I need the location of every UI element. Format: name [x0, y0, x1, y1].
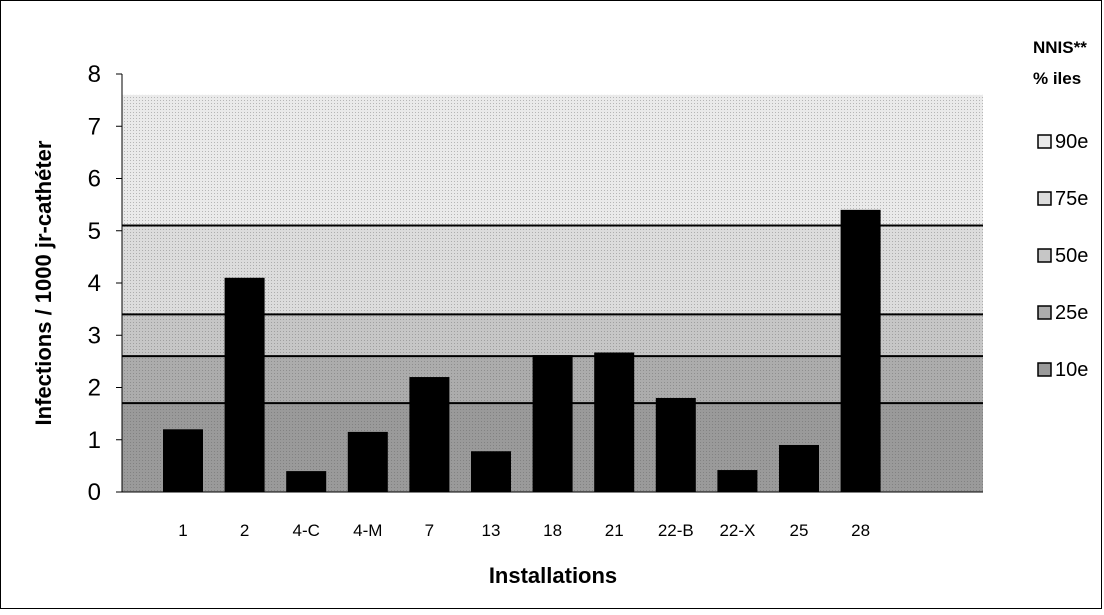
- legend-title-line1: NNIS**: [1033, 38, 1087, 57]
- band-texture-75e: [122, 225, 983, 315]
- legend: NNIS** % iles 90e 75e 50e 25e 10e: [1033, 38, 1088, 381]
- x-tick-label: 18: [543, 521, 562, 540]
- x-tick-label: 7: [425, 521, 434, 540]
- bar-18: [532, 355, 573, 492]
- legend-label-90e: 90e: [1055, 131, 1088, 153]
- legend-title-line2: % iles: [1033, 69, 1081, 88]
- bar-28: [840, 209, 881, 492]
- percentile-bands: [122, 94, 983, 492]
- legend-swatch-25e: [1037, 305, 1052, 320]
- y-tick-labels: 0 1 2 3 4 5 6 7 8: [88, 61, 101, 506]
- band-texture-50e: [122, 314, 983, 357]
- x-tick-label: 13: [482, 521, 501, 540]
- y-tick-label: 4: [88, 270, 101, 297]
- bar-4-M: [347, 431, 388, 492]
- legend-swatch-10e: [1037, 362, 1052, 377]
- bar-13: [471, 451, 511, 492]
- bar-2: [224, 277, 265, 492]
- legend-swatch-90e: [1037, 134, 1052, 149]
- x-axis-title: Installations: [489, 563, 617, 588]
- x-tick-label: 25: [790, 521, 809, 540]
- legend-label-75e: 75e: [1055, 188, 1088, 210]
- x-tick-label: 2: [240, 521, 249, 540]
- bars: [163, 209, 881, 492]
- legend-swatch-50e: [1037, 248, 1052, 263]
- bar-1: [163, 429, 203, 492]
- y-tick-label: 5: [88, 218, 101, 245]
- x-tick-label: 1: [178, 521, 187, 540]
- y-tick-label: 7: [88, 113, 101, 140]
- band-texture-90e: [122, 94, 983, 226]
- bar-4-C: [286, 471, 327, 492]
- bar-22-B: [655, 397, 696, 492]
- axes: [116, 73, 983, 493]
- legend-label-50e: 50e: [1055, 245, 1088, 267]
- x-tick-label: 4-C: [292, 521, 319, 540]
- x-tick-label: 28: [851, 521, 870, 540]
- y-axis-title: Infections / 1000 jr-cathéter: [31, 140, 56, 425]
- legend-label-25e: 25e: [1055, 302, 1088, 324]
- y-tick-label: 3: [88, 322, 101, 349]
- x-tick-label: 22-X: [719, 521, 755, 540]
- y-tick-label: 0: [88, 479, 101, 506]
- y-tick-label: 6: [88, 166, 101, 193]
- y-tick-label: 1: [88, 427, 101, 454]
- x-tick-label: 22-B: [658, 521, 694, 540]
- x-tick-label: 21: [605, 521, 624, 540]
- legend-label-10e: 10e: [1055, 359, 1088, 381]
- bar-22-X: [717, 470, 758, 492]
- bar-21: [594, 352, 635, 492]
- bar-25: [779, 444, 819, 492]
- x-tick-labels: 1 2 4-C 4-M 7 13 18 21 22-B 22-X 25 28: [178, 521, 870, 540]
- bar-7: [409, 377, 450, 492]
- y-tick-label: 2: [88, 375, 101, 402]
- legend-swatch-75e: [1037, 191, 1052, 206]
- y-tick-label: 8: [88, 61, 101, 88]
- x-tick-label: 4-M: [353, 521, 382, 540]
